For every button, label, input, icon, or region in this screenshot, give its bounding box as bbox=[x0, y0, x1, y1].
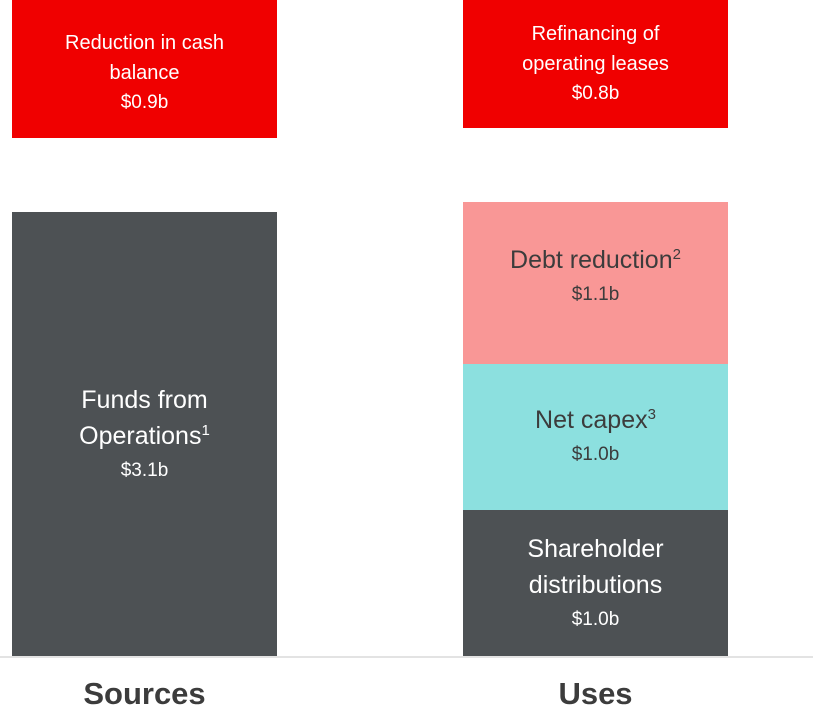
block-line: Shareholder bbox=[527, 534, 664, 563]
block-reduction-cash: Reduction in cash balance $0.9b bbox=[12, 0, 277, 138]
block-line: Reduction in cash bbox=[65, 32, 224, 54]
block-line: Net capex3 bbox=[535, 402, 656, 438]
footnote: 1 bbox=[201, 421, 210, 439]
block-refinancing: Refinancing of operating leases $0.8b bbox=[463, 0, 728, 128]
block-amount: $1.0b bbox=[571, 444, 620, 465]
block-line: operating leases bbox=[522, 53, 669, 75]
block-amount: $1.0b bbox=[571, 608, 620, 630]
block-shareholder-distributions: Shareholder distributions $1.0b bbox=[463, 510, 728, 657]
column-label: Uses bbox=[558, 676, 633, 711]
block-amount: $1.1b bbox=[571, 284, 620, 305]
block-debt-reduction: Debt reduction2 $1.1b bbox=[463, 202, 728, 364]
footnote: 3 bbox=[647, 406, 656, 423]
block-line: Debt reduction2 bbox=[510, 242, 681, 278]
block-line: distributions bbox=[528, 570, 663, 599]
block-line: balance bbox=[109, 62, 180, 84]
footnote: 2 bbox=[672, 246, 681, 263]
block-line: Funds from bbox=[81, 385, 208, 414]
block-amount: $0.9b bbox=[120, 92, 169, 113]
block-amount: $3.1b bbox=[120, 459, 169, 481]
block-line-text: Operations bbox=[79, 421, 202, 450]
block-amount: $0.8b bbox=[571, 83, 620, 104]
block-line: Refinancing of bbox=[531, 23, 660, 45]
block-funds-operations: Funds from Operations1 $3.1b bbox=[12, 212, 277, 657]
block-net-capex: Net capex3 $1.0b bbox=[463, 364, 728, 510]
block-line-text: Net capex bbox=[535, 406, 648, 434]
block-line: Operations1 bbox=[79, 418, 210, 454]
block-line-text: Debt reduction bbox=[510, 246, 673, 274]
baseline-rule bbox=[0, 656, 813, 658]
column-label: Sources bbox=[83, 676, 206, 711]
